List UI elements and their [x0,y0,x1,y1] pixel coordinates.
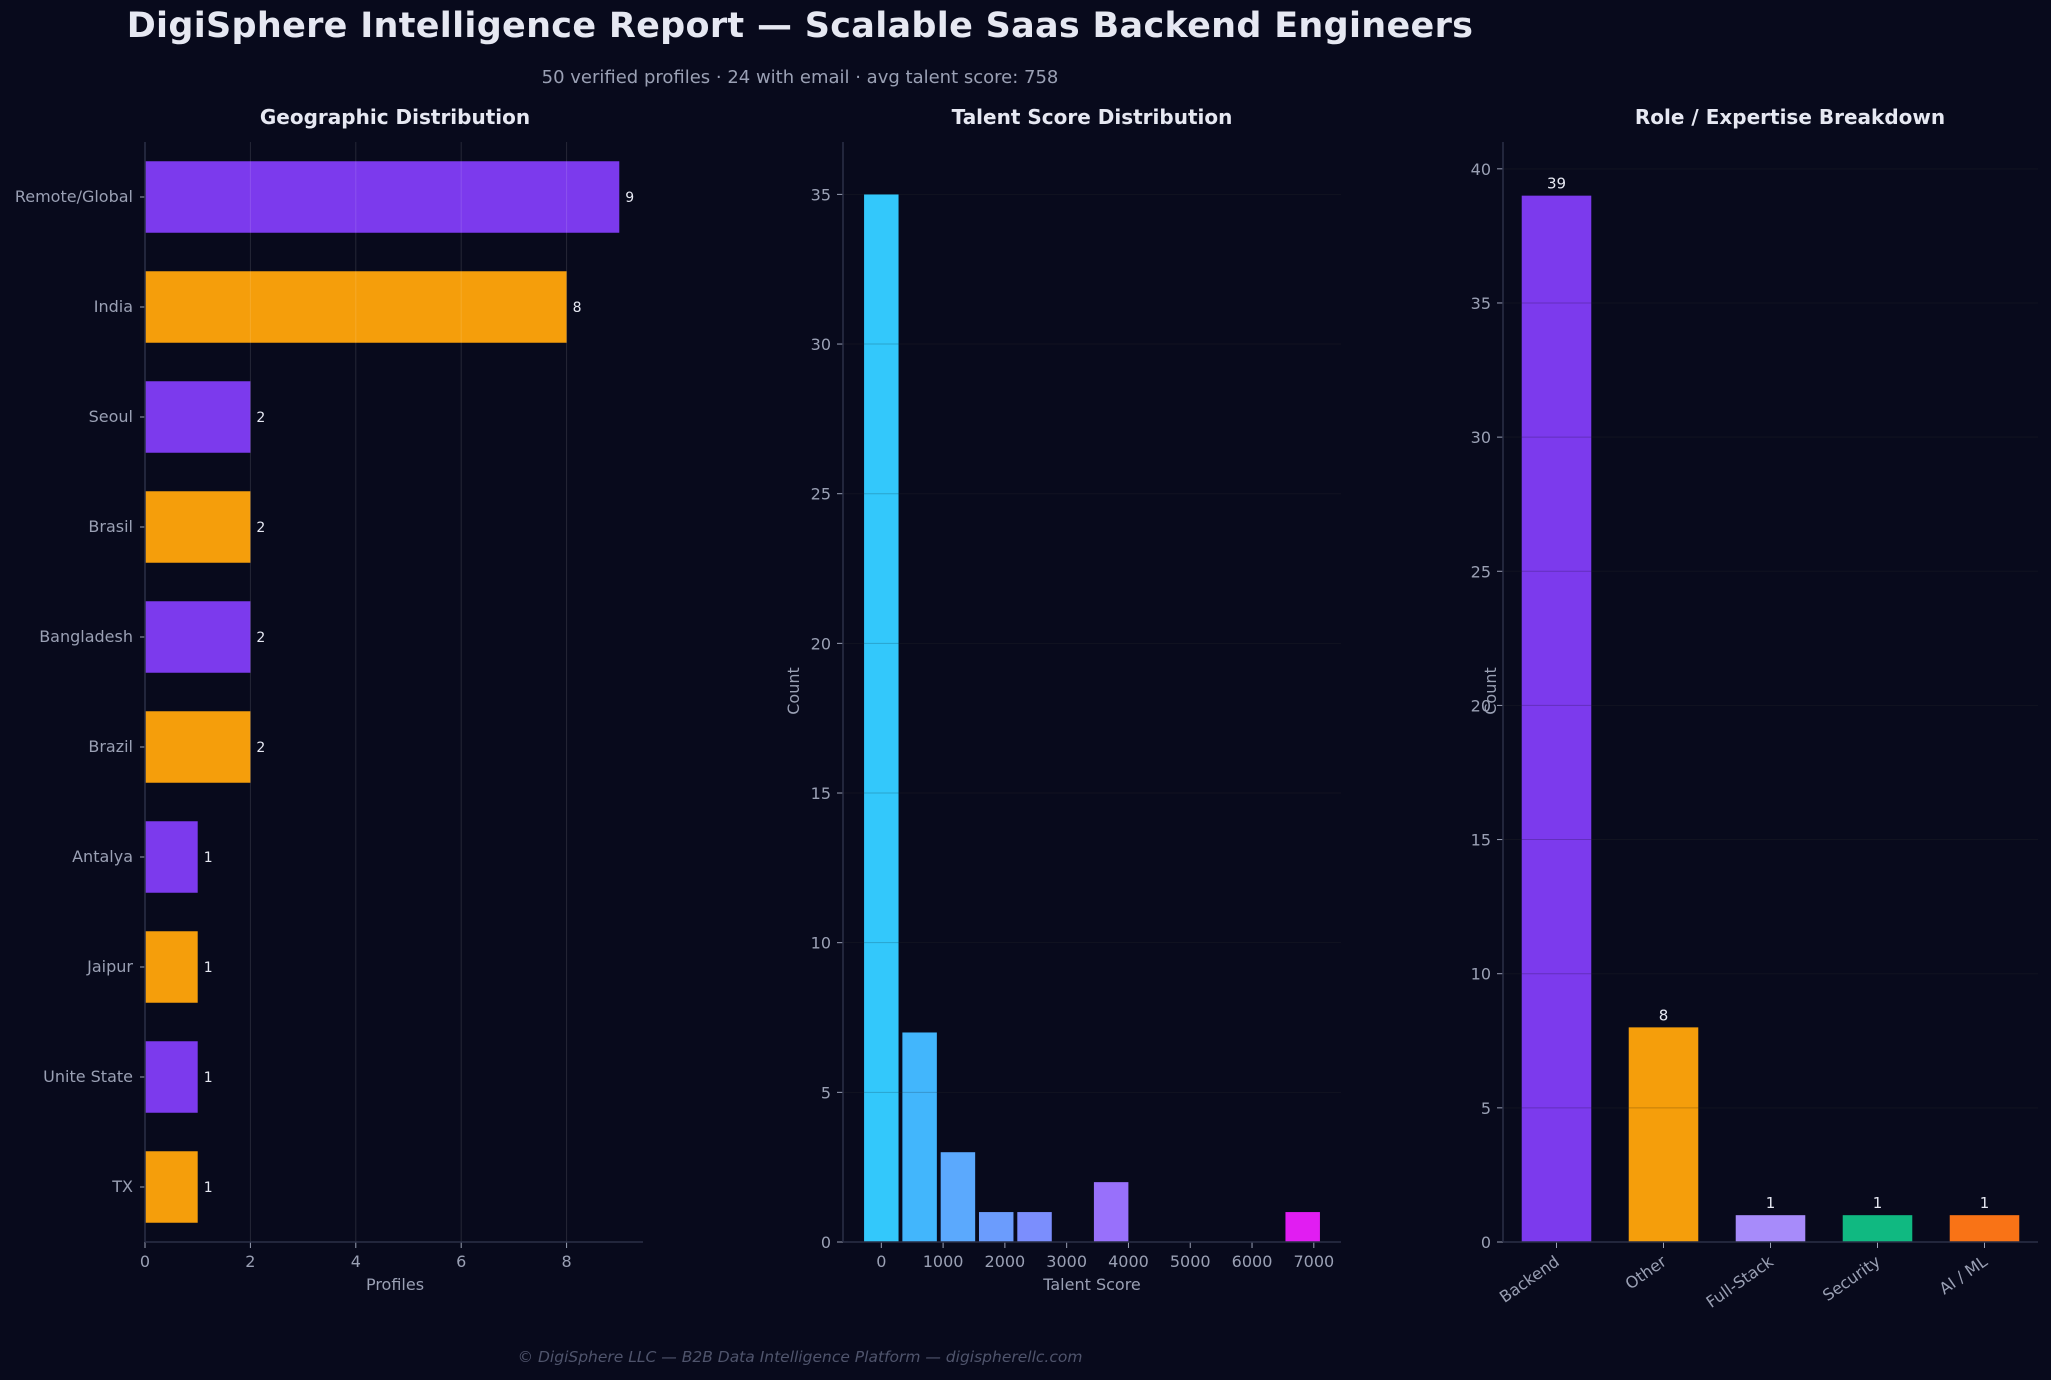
y-tick-label: Brazil [88,737,133,756]
chart-title: Geographic Distribution [260,105,530,129]
geographic-distribution-chart: Geographic Distribution Profiles Remote/… [15,105,643,1294]
data-label: 1 [1873,1194,1883,1212]
y-tick-label: 25 [1471,562,1491,581]
y-tick-label: 35 [1471,294,1491,313]
y-tick-label: 15 [811,784,831,803]
data-label: 1 [204,960,213,976]
x-tick-label: Backend [1496,1252,1563,1307]
bar [145,1151,198,1223]
data-label: 39 [1547,175,1566,193]
data-label: 8 [573,300,582,316]
bar [145,1041,198,1113]
x-tick-label: 3000 [1046,1252,1087,1271]
bar [1521,195,1592,1242]
x-tick-label: 2000 [985,1252,1026,1271]
bar [145,821,198,893]
y-tick-label: Jaipur [86,957,133,976]
chart-title: Talent Score Distribution [952,105,1233,129]
page-title: DigiSphere Intelligence Report — Scalabl… [126,6,1474,46]
histogram-bar [978,1212,1014,1242]
x-tick-label: 8 [561,1252,571,1271]
y-tick-label: Remote/Global [15,187,133,206]
y-tick-label: 5 [1481,1099,1491,1118]
x-axis-label: Talent Score [1042,1275,1141,1294]
x-tick-label: Other [1622,1251,1670,1293]
bar [145,381,251,453]
data-label: 1 [1766,1194,1776,1212]
y-tick-label: Brasil [88,517,133,536]
x-axis-label: Profiles [366,1275,424,1294]
y-tick-label: 30 [811,335,831,354]
histogram-bar [1093,1182,1129,1242]
data-label: 1 [204,1070,213,1086]
y-tick-label: Unite State [43,1067,133,1086]
bar [1949,1215,2020,1242]
x-tick-label: 0 [876,1252,886,1271]
data-label: 1 [204,1180,213,1196]
bar [1842,1215,1913,1242]
x-tick-label: 5000 [1170,1252,1211,1271]
data-label: 2 [256,630,265,646]
y-tick-label: 25 [811,485,831,504]
x-tick-label: 6000 [1232,1252,1273,1271]
y-axis-label: Count [784,667,803,715]
x-tick-label: AI / ML [1936,1252,1991,1299]
y-axis-label: Count [1481,667,1500,715]
bar [1735,1215,1806,1242]
y-tick-label: Bangladesh [39,627,133,646]
data-label: 2 [256,410,265,426]
data-label: 8 [1659,1006,1669,1024]
data-label: 1 [204,850,213,866]
y-tick-label: Seoul [89,407,133,426]
histogram-bar [864,194,899,1242]
bar [145,601,251,673]
role-expertise-breakdown-chart: Role / Expertise Breakdown Count 0 5 10 15 2… [1471,105,2038,1312]
histogram-bar [940,1152,976,1242]
x-tick-label: 4000 [1108,1252,1149,1271]
y-tick-label: India [94,297,133,316]
histogram-bar [902,1032,937,1242]
data-label: 9 [625,190,634,206]
data-label: 2 [256,740,265,756]
y-tick-label: 40 [1471,160,1491,179]
bar [145,271,567,343]
y-tick-label: 35 [811,185,831,204]
x-tick-label: 2 [245,1252,255,1271]
chart-title: Role / Expertise Breakdown [1635,105,1945,129]
histogram-bar [1285,1212,1320,1242]
bar [145,711,251,783]
y-tick-label: Antalya [72,847,133,866]
histogram-bar [1017,1212,1052,1242]
y-tick-label: 0 [821,1233,831,1252]
x-tick-label: 7000 [1293,1252,1334,1271]
y-tick-label: TX [111,1177,133,1196]
x-tick-label: 0 [140,1252,150,1271]
y-tick-label: 10 [1471,965,1491,984]
y-tick-label: 10 [811,934,831,953]
y-tick-label: 0 [1481,1233,1491,1252]
bar [145,931,198,1003]
bar [145,491,251,563]
bar [145,161,620,233]
page-subtitle: 50 verified profiles · 24 with email · a… [541,67,1059,88]
y-tick-label: 20 [811,634,831,653]
x-tick-label: 4 [351,1252,361,1271]
footer: © DigiSphere LLC — B2B Data Intelligence… [517,1348,1083,1366]
y-tick-label: 20 [1471,696,1491,715]
talent-score-distribution-chart: Talent Score Distribution Talent Score C… [784,105,1341,1294]
bar [1628,1027,1699,1242]
data-label: 1 [1980,1194,1990,1212]
y-tick-label: 30 [1471,428,1491,447]
y-tick-label: 15 [1471,831,1491,850]
x-tick-label: Security [1819,1252,1884,1305]
x-tick-label: 1000 [923,1252,964,1271]
data-label: 2 [256,520,265,536]
y-tick-label: 5 [821,1083,831,1102]
x-tick-label: 6 [456,1252,466,1271]
x-tick-label: Full-Stack [1702,1251,1777,1311]
